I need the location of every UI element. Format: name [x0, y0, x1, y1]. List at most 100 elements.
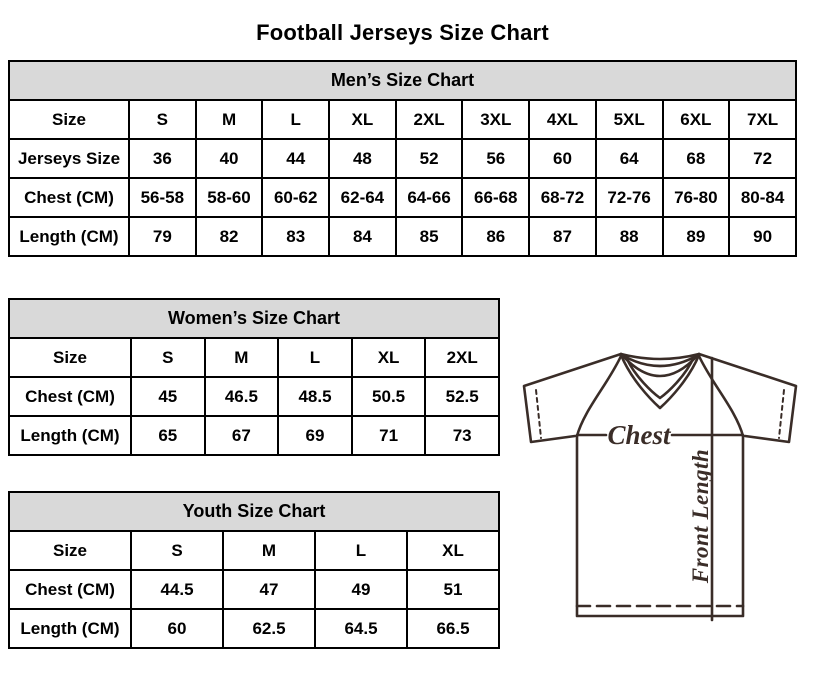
jersey-left-seam	[575, 354, 623, 438]
table-cell: 47	[222, 569, 316, 610]
jersey-right-sleeve	[697, 352, 798, 444]
table-row: Chest (CM) 45 46.5 48.5 50.5 52.5	[8, 376, 500, 417]
row-label: Size	[8, 99, 130, 140]
table-cell: L	[261, 99, 331, 140]
row-label: Chest (CM)	[8, 569, 132, 610]
table-row: Chest (CM) 44.5 47 49 51	[8, 569, 500, 610]
table-title-row: Men’s Size Chart	[8, 60, 797, 101]
table-cell: 71	[350, 415, 427, 456]
table-cell: S	[130, 530, 224, 571]
row-label: Length (CM)	[8, 216, 130, 257]
table-cell: 48.5	[277, 376, 353, 417]
table-cell: 64.5	[314, 608, 408, 649]
table-cell: XL	[328, 99, 397, 140]
table-cell: 52	[394, 138, 464, 179]
table-cell: 89	[661, 216, 731, 257]
table-title-row: Youth Size Chart	[8, 491, 500, 532]
table-cell: 87	[528, 216, 597, 257]
table-row: Length (CM) 60 62.5 64.5 66.5	[8, 608, 500, 649]
table-cell: 76-80	[661, 177, 731, 218]
table-cell: M	[194, 99, 264, 140]
table-cell: 51	[406, 569, 500, 610]
jersey-diagram-svg: Chest Front Length	[522, 352, 798, 622]
row-label: Chest (CM)	[8, 177, 130, 218]
table-cell: 40	[194, 138, 264, 179]
table-cell: 60	[528, 138, 597, 179]
row-label: Size	[8, 530, 132, 571]
table-cell: L	[277, 337, 353, 378]
table-cell: 36	[128, 138, 197, 179]
table-cell: 6XL	[661, 99, 731, 140]
mens-size-table: Men’s Size Chart Size S M L XL 2XL 3XL 4XL 5XL 6XL…	[8, 60, 797, 257]
table-cell: 60-62	[261, 177, 331, 218]
table-cell: 84	[328, 216, 397, 257]
table-cell: 86	[461, 216, 531, 257]
jersey-body-outline	[575, 434, 745, 618]
table-cell: 82	[194, 216, 264, 257]
row-label: Length (CM)	[8, 415, 132, 456]
table-row: Length (CM) 79 82 83 84 85 86 87 88 89 90	[8, 216, 797, 257]
table-cell: S	[128, 99, 197, 140]
chest-label: Chest	[607, 420, 672, 450]
jersey-measurement-diagram: Chest Front Length	[510, 330, 810, 670]
table-cell: 88	[594, 216, 664, 257]
table-cell: 45	[130, 376, 206, 417]
row-label: Jerseys Size	[8, 138, 130, 179]
row-label: Length (CM)	[8, 608, 132, 649]
table-cell: 58-60	[194, 177, 264, 218]
table-cell: M	[222, 530, 316, 571]
table-row: Jerseys Size 36 40 44 48 52 56 60 64 68 72	[8, 138, 797, 179]
table-cell: 50.5	[350, 376, 427, 417]
youth-size-table: Youth Size Chart Size S M L XL Chest (CM) 44.5 4…	[8, 491, 500, 649]
table-cell: 62.5	[222, 608, 316, 649]
table-cell: 79	[128, 216, 197, 257]
right-cuff-dashed-line	[778, 389, 785, 439]
table-cell: 62-64	[328, 177, 397, 218]
table-cell: M	[203, 337, 280, 378]
table-cell: 68-72	[528, 177, 597, 218]
table-row: Length (CM) 65 67 69 71 73	[8, 415, 500, 456]
table-cell: 85	[394, 216, 464, 257]
table-title-row: Women’s Size Chart	[8, 298, 500, 339]
front-length-label: Front Length	[688, 449, 713, 584]
jersey-left-sleeve	[522, 352, 623, 444]
table-cell: 67	[203, 415, 280, 456]
table-cell: 49	[314, 569, 408, 610]
table-row: Chest (CM) 56-58 58-60 60-62 62-64 64-66 66-68…	[8, 177, 797, 218]
table-cell: 48	[328, 138, 397, 179]
table-cell: 46.5	[203, 376, 280, 417]
jersey-collar-inner-v	[624, 355, 696, 400]
table-cell: XL	[350, 337, 427, 378]
table-cell: 2XL	[394, 99, 464, 140]
jersey-collar-back	[619, 352, 701, 361]
table-cell: XL	[406, 530, 500, 571]
table-cell: 64-66	[394, 177, 464, 218]
table-cell: 44	[261, 138, 331, 179]
table-cell: 60	[130, 608, 224, 649]
table-cell: 80-84	[728, 177, 797, 218]
womens-table-title: Women’s Size Chart	[8, 298, 500, 339]
womens-size-table: Women’s Size Chart Size S M L XL 2XL Chest (CM)…	[8, 298, 500, 456]
table-row: Size S M L XL	[8, 530, 500, 571]
table-cell: S	[130, 337, 206, 378]
table-cell: 73	[424, 415, 500, 456]
table-row: Size S M L XL 2XL 3XL 4XL 5XL 6XL 7XL	[8, 99, 797, 140]
table-cell: 4XL	[528, 99, 597, 140]
table-cell: 2XL	[424, 337, 500, 378]
table-cell: 90	[728, 216, 797, 257]
table-cell: L	[314, 530, 408, 571]
table-cell: 7XL	[728, 99, 797, 140]
table-cell: 65	[130, 415, 206, 456]
table-cell: 44.5	[130, 569, 224, 610]
jersey-collar-rib-1	[620, 353, 700, 368]
mens-table-title: Men’s Size Chart	[8, 60, 797, 101]
table-cell: 83	[261, 216, 331, 257]
page-title: Football Jerseys Size Chart	[256, 19, 549, 45]
table-row: Size S M L XL 2XL	[8, 337, 500, 378]
table-cell: 72	[728, 138, 797, 179]
table-cell: 72-76	[594, 177, 664, 218]
table-cell: 52.5	[424, 376, 500, 417]
row-label: Chest (CM)	[8, 376, 132, 417]
left-cuff-dashed-line	[535, 389, 542, 439]
table-cell: 5XL	[594, 99, 664, 140]
